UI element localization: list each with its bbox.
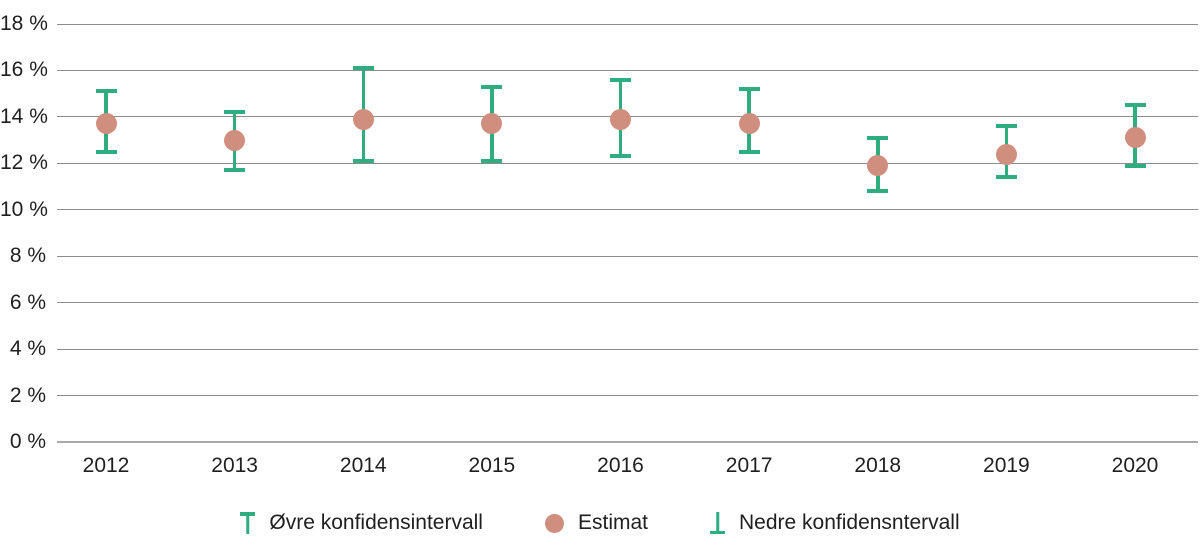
lower-ci-cap-2016: [610, 154, 631, 159]
lower-ci-cap-2017: [738, 149, 760, 154]
gridline-16: [57, 69, 1198, 71]
upper-ci-cap-2015: [481, 84, 503, 89]
legend-label-estimate: Estimat: [577, 511, 648, 534]
estimate-dot-2016: [610, 108, 631, 130]
x-axis-tick-label: 2013: [211, 454, 258, 477]
lower-ci-cap-2012: [95, 149, 117, 154]
estimate-dot-2012: [95, 113, 117, 135]
x-axis-tick-label: 2017: [725, 454, 773, 477]
y-axis-tick-label: 12 %: [0, 151, 48, 175]
gridline-4: [57, 348, 1198, 350]
estimate-dot-2015: [481, 113, 503, 135]
x-axis-tick-label: 2018: [854, 454, 902, 477]
legend-item-upper-ci: Øvre konfidensintervall: [240, 511, 483, 535]
lower-ci-cap-2014: [352, 159, 374, 163]
legend-item-lower-ci: Nedre konfidensntervall: [710, 511, 960, 535]
y-axis-tick-label: 0 %: [9, 430, 46, 453]
upper-ci-cap-2018: [867, 135, 889, 140]
x-axis-line: [57, 441, 1198, 443]
upper-ci-cap-2016: [610, 77, 631, 82]
x-axis-tick-label: 2020: [1111, 454, 1159, 477]
chart-legend: Øvre konfidensintervall Estimat Nedre ko…: [0, 503, 1200, 543]
estimate-dot-icon: [544, 513, 564, 533]
gridline-10: [57, 209, 1198, 211]
estimate-dot-2017: [738, 113, 760, 135]
gridline-6: [57, 302, 1198, 304]
x-axis-tick-label: 2012: [82, 454, 130, 477]
lower-ci-cap-2013: [224, 168, 246, 173]
upper-ci-cap-2014: [352, 66, 374, 71]
estimate-dot-2018: [867, 155, 889, 177]
lower-ci-cap-2018: [867, 189, 889, 194]
x-axis-tick-label: 2015: [468, 454, 516, 477]
legend-label-lower-ci: Nedre konfidensntervall: [739, 511, 960, 534]
estimate-dot-2020: [1124, 127, 1146, 149]
upper-ci-cap-2019: [995, 124, 1017, 129]
estimate-dot-2019: [995, 143, 1017, 165]
estimate-dot-2013: [224, 129, 246, 151]
x-axis-tick-label: 2016: [597, 454, 644, 477]
lower-ci-cap-2020: [1124, 163, 1146, 168]
upper-ci-cap-2012: [95, 89, 117, 94]
gridline-2: [57, 395, 1198, 397]
y-axis-tick-label: 16 %: [0, 58, 48, 82]
y-axis-tick-label: 8 %: [9, 244, 46, 268]
legend-label-upper-ci: Øvre konfidensintervall: [269, 511, 483, 534]
x-axis-tick-label: 2019: [983, 454, 1030, 477]
lower-ci-cap-2015: [481, 159, 503, 163]
x-axis-tick-label: 2014: [339, 454, 387, 477]
y-axis-tick-label: 6 %: [9, 290, 46, 314]
gridline-8: [57, 255, 1198, 257]
lower-whisker-icon: [710, 512, 725, 534]
y-axis-tick-label: 14 %: [0, 104, 48, 128]
y-axis-tick-label: 4 %: [9, 337, 46, 361]
lower-ci-cap-2019: [995, 175, 1017, 180]
upper-whisker-icon: [240, 512, 256, 534]
legend-item-estimate: Estimat: [544, 511, 648, 535]
upper-ci-cap-2020: [1124, 103, 1146, 108]
gridline-18: [57, 23, 1198, 25]
y-axis-tick-label: 10 %: [0, 197, 48, 221]
upper-ci-cap-2013: [224, 110, 246, 115]
upper-ci-cap-2017: [738, 87, 760, 92]
estimate-dot-2014: [352, 108, 374, 130]
y-axis-tick-label: 18 %: [0, 12, 48, 35]
y-axis-tick-label: 2 %: [9, 383, 46, 407]
gridline-12: [57, 162, 1198, 164]
